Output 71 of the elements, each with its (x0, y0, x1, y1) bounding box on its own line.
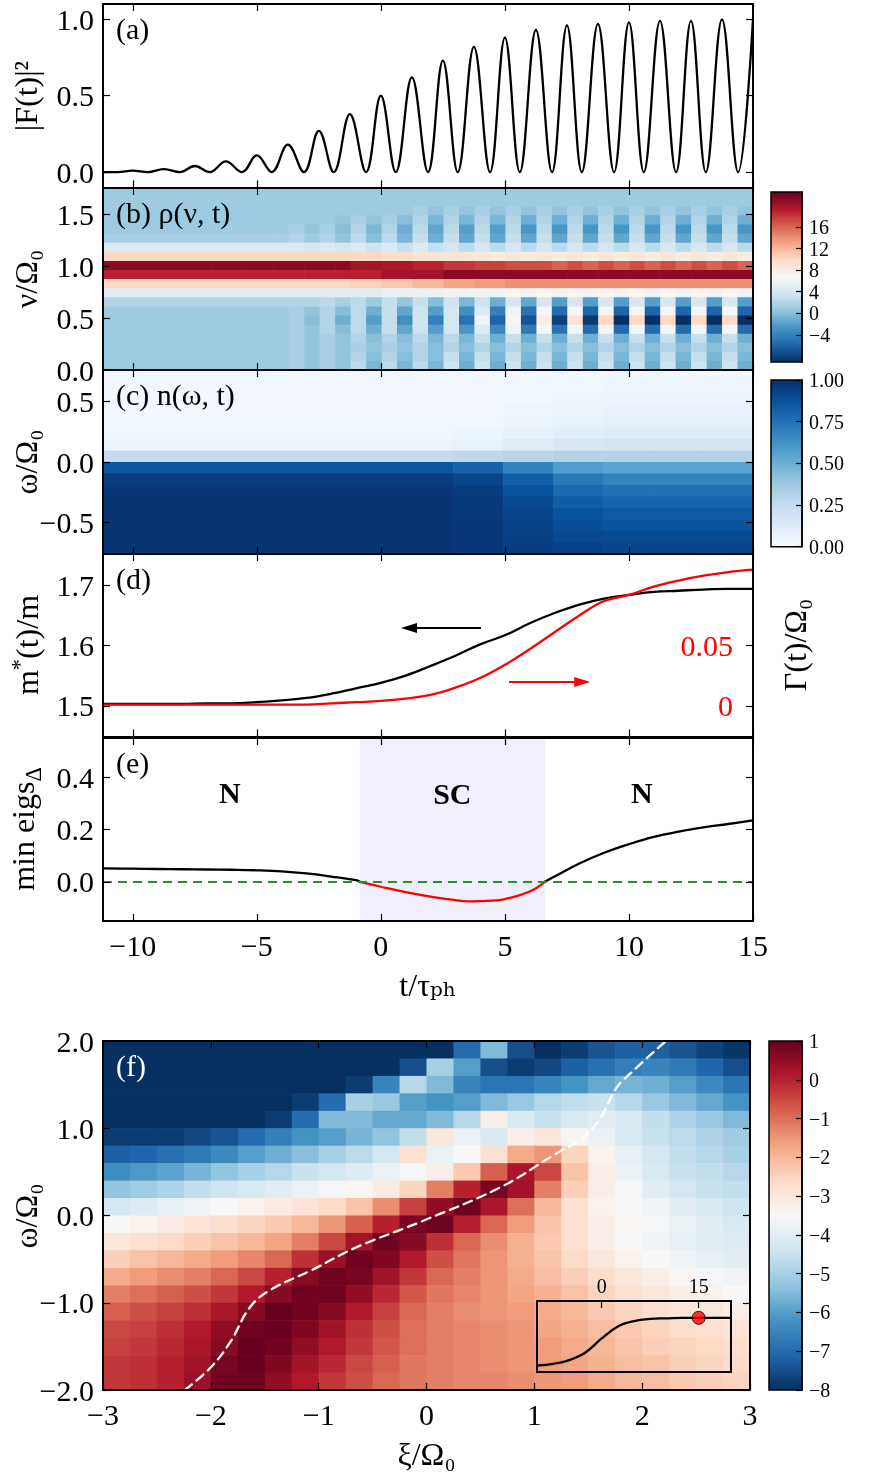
color-bar-label: −6 (809, 1301, 831, 1324)
chart-title: (a) (116, 11, 150, 46)
x-tick-label: 5 (497, 928, 513, 961)
color-bar-label: 0.00 (809, 535, 844, 558)
color-bar-label: −4 (809, 1223, 831, 1246)
x-tick-label: −5 (240, 928, 273, 961)
chart-title: (b) ρ(ν, t) (116, 195, 231, 230)
y-tick-label: 1.7 (56, 568, 94, 602)
x-tick-label: 2 (634, 1397, 650, 1431)
y-tick-label: 1.0 (56, 249, 94, 283)
color-bar-label: −2 (809, 1146, 831, 1169)
x-axis-title: ξ/Ω₀ (397, 1436, 456, 1472)
color-bar-label: 12 (809, 237, 829, 260)
y-tick-label: 0.4 (56, 760, 94, 794)
y-tick-label: 1.6 (56, 629, 94, 663)
x-tick-label: 15 (738, 928, 768, 961)
y-tick-label: 0.0 (56, 1199, 94, 1232)
y-tick-label: 1.0 (56, 3, 94, 37)
y-tick-label: 0.5 (56, 301, 94, 335)
x-tick-label: −2 (194, 1397, 227, 1431)
y-tick-label: 0.0 (56, 445, 94, 479)
x-tick-label: 0 (419, 1397, 434, 1431)
color-bar-label: 0 (809, 1068, 819, 1091)
y2-tick-label: 0 (718, 689, 733, 723)
color-bar-label: −4 (809, 323, 831, 346)
x-tick-label: −1 (302, 1397, 335, 1431)
x-tick-label: 0 (373, 928, 389, 961)
x-tick-label: 10 (613, 928, 644, 961)
y-tick-label: 0.5 (56, 384, 94, 418)
color-bar-label: 4 (809, 280, 819, 303)
chart-title: (f) (116, 1048, 146, 1083)
y-axis-title: ω/Ω₀ (8, 1183, 44, 1248)
color-bar-label: 0 (809, 302, 819, 325)
y-tick-label: −1.0 (39, 1286, 94, 1320)
color-bar-label: −7 (809, 1340, 831, 1363)
y2-axis-title: Γ(t)/Ω₀ (777, 598, 813, 692)
y-axis-title: |F(t)|² (8, 60, 44, 132)
color-bar-label: 1 (809, 1030, 819, 1052)
x-tick-label: −10 (109, 928, 157, 961)
y-tick-label: 0.2 (56, 812, 94, 846)
y-tick-label: 0.0 (56, 156, 94, 190)
color-bar-label: 8 (809, 258, 819, 281)
x-tick-label: 1 (526, 1397, 542, 1431)
color-bar-label: −1 (809, 1107, 831, 1130)
annotation: N (631, 776, 653, 810)
y-axis-title: ω/Ω₀ (8, 429, 44, 495)
y-tick-label: 1.5 (56, 197, 94, 231)
y-axis-title: ν/Ω₀ (8, 249, 44, 309)
y-tick-label: 1.5 (56, 689, 94, 723)
y-tick-label: 1.0 (56, 1111, 94, 1145)
chart-title: (c) n(ω, t) (116, 377, 235, 412)
y-tick-label: 0.0 (56, 353, 94, 387)
color-bar-label: 16 (809, 215, 829, 238)
y-tick-label: 2.0 (56, 1024, 94, 1058)
y-tick-label: 0.0 (56, 864, 94, 898)
color-bar-label: −8 (809, 1379, 831, 1401)
x-tick-label: 15 (688, 1275, 709, 1297)
color-bar-label: 0.50 (809, 452, 844, 475)
y-tick-label: 0.5 (56, 79, 94, 113)
color-bar-label: 0.25 (809, 494, 844, 517)
color-bar-label: −3 (809, 1185, 831, 1208)
band-label: SC (433, 776, 472, 809)
x-tick-label: 3 (742, 1397, 758, 1431)
color-bar-label: 1.00 (809, 369, 844, 391)
y-tick-label: −0.5 (39, 506, 94, 540)
chart-title: (e) (116, 745, 150, 779)
x-axis-title: t/τₚₕ (399, 966, 457, 1003)
y2-tick-label: 0.05 (680, 629, 733, 663)
chart-title: (d) (116, 561, 151, 596)
color-bar-label: 0.75 (809, 410, 844, 433)
annotation: N (218, 776, 241, 810)
